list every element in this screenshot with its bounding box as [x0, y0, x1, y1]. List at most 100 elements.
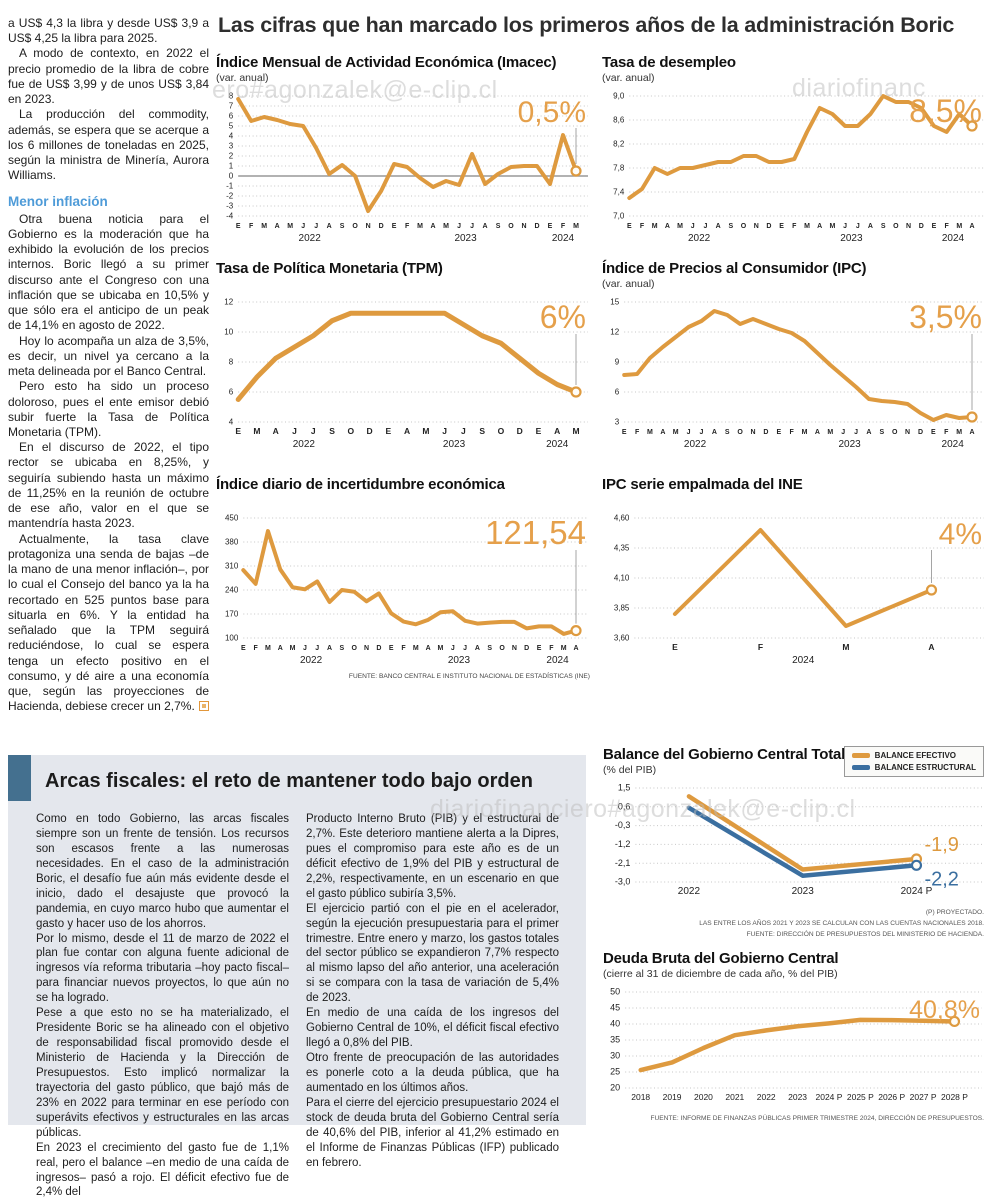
svg-text:D: D	[763, 429, 768, 436]
svg-text:J: J	[442, 426, 447, 436]
svg-text:M: M	[804, 223, 810, 230]
svg-text:8: 8	[229, 358, 234, 367]
svg-text:M: M	[956, 223, 962, 230]
svg-text:4,35: 4,35	[614, 544, 630, 553]
svg-text:D: D	[918, 429, 923, 436]
svg-text:9: 9	[615, 358, 620, 367]
svg-text:8,2: 8,2	[613, 140, 625, 149]
svg-text:3,85: 3,85	[614, 604, 630, 613]
svg-text:E: E	[385, 426, 391, 436]
svg-text:40: 40	[610, 1019, 620, 1029]
svg-text:A: A	[431, 223, 436, 230]
svg-text:2024: 2024	[942, 439, 965, 450]
footnote: FUENTE: DIRECCIÓN DE PRESUPUESTOS DEL MI…	[746, 930, 984, 938]
svg-text:2024 P: 2024 P	[901, 886, 933, 897]
svg-text:1,5: 1,5	[618, 783, 631, 793]
svg-text:N: N	[366, 223, 371, 230]
svg-text:F: F	[549, 645, 554, 652]
chart-subtitle: (cierre al 31 de diciembre de cada año, …	[603, 968, 838, 980]
svg-text:M: M	[673, 429, 679, 436]
svg-text:8: 8	[229, 92, 234, 101]
chart-balance: Balance del Gobierno Central Total (% de…	[603, 746, 984, 941]
svg-text:E: E	[776, 429, 781, 436]
svg-text:M: M	[652, 223, 658, 230]
chart-title: Balance del Gobierno Central Total	[603, 746, 846, 763]
svg-text:F: F	[790, 429, 795, 436]
svg-text:E: E	[241, 645, 246, 652]
svg-text:J: J	[461, 426, 466, 436]
paragraph: Pese a que esto no se ha materializado, …	[36, 1007, 289, 1139]
article-subhead: Menor inflación	[8, 193, 108, 209]
svg-text:D: D	[534, 223, 539, 230]
svg-text:M: M	[573, 223, 579, 230]
chart-source: FUENTE: BANCO CENTRAL E INSTITUTO NACION…	[348, 673, 590, 680]
chart-canvas: 50 45 40 35 30 25 20 2018 2019 2020 2021 2022 2023 20…	[603, 982, 984, 1113]
footnote: FUENTE: INFORME DE FINANZAS PÚBLICAS PRI…	[650, 1115, 984, 1122]
chart-deuda: Deuda Bruta del Gobierno Central (cierre…	[603, 950, 984, 1125]
svg-text:8,5%: 8,5%	[909, 93, 982, 129]
svg-text:S: S	[340, 645, 345, 652]
svg-text:M: M	[802, 429, 808, 436]
svg-text:2023: 2023	[839, 439, 862, 450]
chart-canvas: 9,0 8,6 8,2 7,8 7,4 7,0 E F M A M J J A S O N D E F M A M J J A S O…	[602, 86, 986, 251]
svg-text:2023: 2023	[454, 233, 477, 244]
chart-title: Tasa de Política Monetaria (TPM)	[216, 260, 443, 277]
svg-text:M: M	[287, 223, 293, 230]
chart-subtitle	[602, 494, 986, 508]
svg-text:E: E	[622, 429, 627, 436]
svg-text:-4: -4	[226, 212, 234, 221]
svg-text:M: M	[829, 223, 835, 230]
svg-text:F: F	[253, 645, 258, 652]
svg-text:S: S	[879, 429, 884, 436]
svg-text:2022: 2022	[678, 886, 701, 897]
svg-text:2021: 2021	[725, 1092, 744, 1102]
svg-text:M: M	[443, 223, 449, 230]
svg-text:S: S	[725, 429, 730, 436]
footnote: (P) PROYECTADO.	[925, 909, 984, 916]
svg-text:10: 10	[224, 328, 233, 337]
svg-text:4%: 4%	[939, 518, 982, 551]
svg-text:D: D	[766, 223, 771, 230]
footnote: LAS ENTRE LOS AÑOS 2021 Y 2023 SE CALCUL…	[699, 919, 984, 927]
paragraph: Actualmente, la tasa clave protagoniza u…	[8, 531, 209, 714]
svg-text:2024: 2024	[546, 655, 569, 666]
paragraph: a US$ 4,3 la libra y desde US$ 3,9 a US$…	[8, 16, 209, 46]
svg-text:A: A	[712, 429, 717, 436]
svg-text:2023: 2023	[443, 439, 466, 450]
paragraph: Otra buena noticia para el Gobierno es l…	[8, 211, 209, 333]
paragraph: En medio de una caída de los ingresos de…	[306, 1007, 559, 1050]
chart-legend: BALANCE EFECTIVO BALANCE ESTRUCTURAL	[843, 746, 984, 777]
svg-text:100: 100	[225, 634, 239, 643]
chart-desempleo: Tasa de desempleo (var. anual) 9,0 8,6 8,2…	[602, 54, 986, 251]
svg-text:2027 P: 2027 P	[910, 1092, 937, 1102]
svg-text:E: E	[392, 223, 397, 230]
paragraph: Como en todo Gobierno, las arcas fiscale…	[36, 813, 289, 930]
svg-text:-1,2: -1,2	[615, 839, 631, 849]
panel-accent-bar	[8, 755, 31, 801]
svg-text:M: M	[438, 645, 444, 652]
svg-text:7: 7	[229, 102, 234, 111]
svg-text:J: J	[843, 223, 847, 230]
svg-text:O: O	[499, 645, 505, 652]
svg-text:J: J	[314, 223, 318, 230]
svg-text:12: 12	[224, 298, 233, 307]
legend-label: BALANCE EFECTIVO	[874, 751, 957, 760]
svg-text:S: S	[340, 223, 345, 230]
svg-text:20: 20	[610, 1083, 620, 1093]
svg-text:50: 50	[610, 987, 620, 997]
svg-text:S: S	[496, 223, 501, 230]
svg-text:-3,0: -3,0	[615, 877, 631, 887]
svg-text:7,8: 7,8	[613, 164, 625, 173]
svg-text:3,5%: 3,5%	[909, 299, 982, 335]
chart-title: Índice de Precios al Consumidor (IPC)	[602, 260, 867, 277]
svg-text:-2: -2	[226, 192, 234, 201]
svg-text:M: M	[422, 426, 429, 436]
svg-text:D: D	[517, 426, 523, 436]
svg-text:0,5%: 0,5%	[518, 96, 586, 129]
svg-text:N: N	[906, 223, 911, 230]
chart-footnotes: (P) PROYECTADO. LAS ENTRE LOS AÑOS 2021 …	[603, 908, 984, 941]
svg-text:S: S	[729, 223, 734, 230]
svg-text:F: F	[405, 223, 410, 230]
svg-text:3: 3	[615, 418, 620, 427]
svg-text:35: 35	[610, 1035, 620, 1045]
